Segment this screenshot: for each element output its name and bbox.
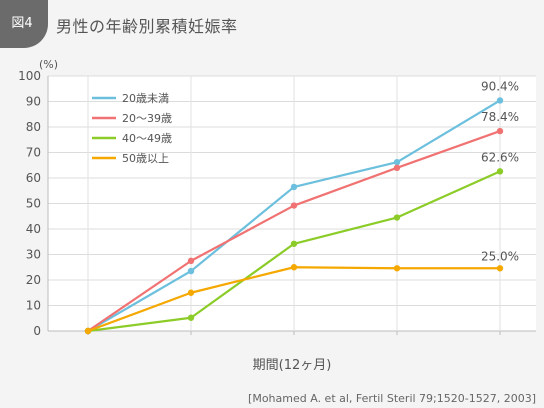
data-point: [496, 265, 504, 272]
y-tick-label: 0: [33, 324, 41, 338]
y-tick-label: 60: [26, 171, 41, 185]
data-point: [290, 264, 298, 271]
data-label: 25.0%: [481, 249, 519, 263]
y-tick-label: 90: [26, 95, 41, 109]
legend-label: 50歳以上: [122, 152, 169, 165]
data-label: 90.4%: [481, 79, 519, 93]
data-point: [393, 158, 401, 166]
chart-title: 男性の年齢別累積妊娠率: [56, 17, 238, 36]
data-point: [393, 164, 401, 171]
data-point: [290, 240, 298, 247]
data-point: [290, 202, 298, 209]
figure-badge: 図4: [0, 0, 48, 48]
y-tick-label: 80: [26, 120, 41, 134]
data-point: [393, 265, 401, 272]
legend-label: 20～39歳: [122, 112, 172, 125]
y-tick-label: 10: [26, 299, 41, 313]
data-point: [496, 97, 504, 104]
y-tick-label: 100: [18, 69, 41, 83]
data-point: [496, 127, 504, 135]
data-point: [84, 327, 92, 335]
y-tick-label: 20: [26, 273, 41, 287]
legend-label: 40～49歳: [122, 132, 172, 145]
data-label: 78.4%: [481, 110, 519, 124]
data-label: 62.6%: [481, 150, 519, 164]
data-point: [187, 267, 195, 275]
y-tick-label: 50: [26, 197, 41, 211]
y-axis-label: (%): [39, 58, 58, 71]
x-axis-label: 期間(12ヶ月): [253, 358, 332, 373]
data-point: [290, 183, 298, 191]
data-point: [496, 168, 504, 175]
data-point: [393, 214, 401, 221]
data-point: [187, 314, 195, 321]
y-tick-label: 40: [26, 222, 41, 236]
y-tick-label: 70: [26, 146, 41, 160]
citation: [Mohamed A. et al, Fertil Steril 79;1520…: [248, 392, 536, 405]
y-tick-label: 30: [26, 248, 41, 262]
data-point: [187, 289, 195, 296]
data-point: [187, 257, 195, 265]
header: 図4 男性の年齢別累積妊娠率: [0, 0, 544, 48]
legend-label: 20歳未満: [122, 92, 169, 105]
